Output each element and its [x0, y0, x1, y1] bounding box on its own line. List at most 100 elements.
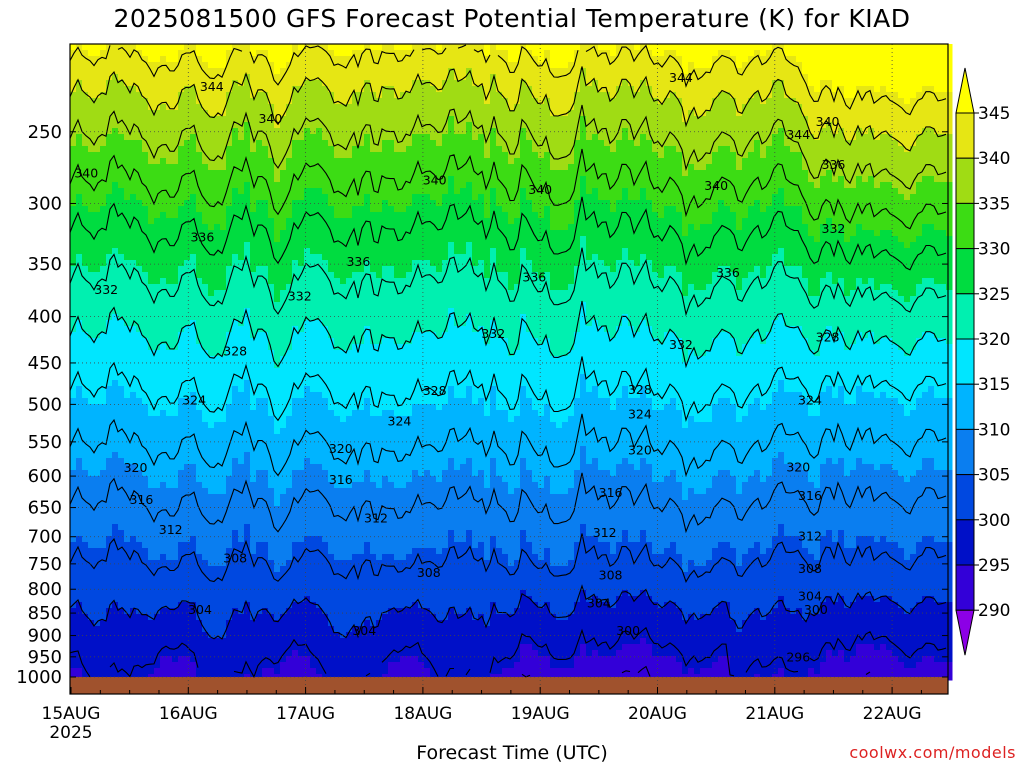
contour-label: 308	[798, 561, 822, 576]
ground-strip	[70, 677, 948, 694]
contour-label: 304	[587, 596, 611, 611]
contour-label: 328	[423, 383, 447, 398]
contour-label: 316	[798, 488, 822, 503]
x-tick-label: 21AUG	[745, 704, 804, 724]
y-axis: 2503003504004505005506006507007508008509…	[16, 122, 948, 688]
x-axis-label: Forecast Time (UTC)	[416, 742, 608, 764]
contour-label: 324	[388, 413, 412, 428]
colorbar-label: 340	[978, 149, 1010, 169]
colorbar-swatch	[955, 202, 975, 250]
contour-label: 308	[223, 551, 247, 566]
contour-label: 296	[786, 650, 810, 665]
credit-link[interactable]: coolwx.com/models	[849, 743, 1016, 762]
colorbar-swatch	[955, 519, 975, 566]
contour-label: 340	[528, 182, 552, 197]
x-tick-label: 19AUG	[511, 704, 570, 724]
contour-label: 344	[786, 127, 810, 142]
colorbar-label: 290	[978, 601, 1010, 621]
contour-lines	[69, 44, 947, 679]
contour-line	[69, 356, 947, 422]
colorbar-swatch	[955, 293, 975, 340]
chart-title: 2025081500 GFS Forecast Potential Temper…	[113, 4, 911, 33]
contour-label: 336	[822, 157, 846, 172]
contour-label: 320	[786, 459, 810, 474]
contour-label: 304	[798, 589, 822, 604]
contour-label: 344	[669, 70, 693, 85]
contour-label: 340	[423, 173, 447, 188]
plot-frame	[69, 43, 949, 695]
contour-line	[69, 626, 947, 679]
y-tick-label: 850	[28, 603, 62, 624]
colorbar-label: 345	[978, 104, 1010, 124]
colorbar-label: 330	[978, 240, 1010, 260]
contour-label: 312	[798, 529, 822, 544]
contour-label: 324	[798, 392, 822, 407]
potential-temperature-field	[70, 44, 953, 681]
y-tick-label: 1000	[16, 667, 62, 688]
colorbar-label: 295	[978, 556, 1010, 576]
contour-label: 320	[124, 460, 148, 475]
contour-label: 324	[182, 392, 206, 407]
x-tick-label: 15AUG	[42, 704, 101, 724]
contour-label: 312	[159, 522, 183, 537]
x-tick-label: 20AUG	[628, 704, 687, 724]
x-tick-label: 22AUG	[863, 704, 922, 724]
contour-line	[69, 196, 947, 271]
contour-label: 312	[593, 525, 617, 540]
contour-line	[69, 44, 947, 116]
contour-label: 304	[352, 623, 376, 638]
colorbar: 345 340 335 330 325 320 315 310 305 300 295 290	[955, 67, 1010, 656]
contour-label: 308	[599, 568, 623, 583]
colorbar-label: 305	[978, 466, 1010, 486]
colorbar-bottom-arrow	[955, 609, 975, 656]
contour-label: 308	[417, 565, 441, 580]
y-tick-label: 950	[28, 647, 62, 668]
colorbar-swatch	[955, 112, 975, 159]
colorbar-swatch	[955, 383, 975, 430]
colorbar-label: 315	[978, 375, 1010, 395]
x-year-label: 2025	[49, 723, 92, 743]
contour-label: 340	[816, 114, 840, 129]
contour-label: 332	[481, 326, 505, 341]
contour-label: 316	[329, 472, 353, 487]
y-tick-label: 400	[28, 307, 62, 328]
y-tick-label: 300	[28, 193, 62, 214]
contour-label: 344	[200, 79, 224, 94]
contour-line	[69, 533, 947, 584]
contour-label: 340	[258, 111, 282, 126]
colorbar-label: 320	[978, 330, 1010, 350]
colorbar-label: 335	[978, 194, 1010, 214]
contour-label: 332	[669, 337, 693, 352]
contour-label: 336	[716, 265, 740, 280]
contour-label: 328	[223, 343, 247, 358]
contour-label: 312	[364, 510, 388, 525]
colorbar-label: 310	[978, 420, 1010, 440]
colorbar-swatch	[955, 248, 975, 295]
contour-line	[69, 300, 947, 369]
gridlines	[70, 44, 948, 694]
contour-label: 320	[628, 442, 652, 457]
colorbar-swatch	[955, 474, 975, 521]
contour-line	[69, 148, 947, 230]
contour-label: 300	[804, 602, 828, 617]
x-tick-label: 16AUG	[159, 704, 218, 724]
contour-label: 316	[599, 485, 623, 500]
contour-label: 324	[628, 406, 652, 421]
contour-line	[69, 584, 947, 640]
contour-line	[69, 104, 947, 190]
colorbar-swatch	[955, 428, 975, 476]
colorbar-swatch	[955, 157, 975, 204]
y-tick-label: 700	[28, 527, 62, 548]
contour-label: 336	[190, 229, 214, 244]
y-tick-label: 650	[28, 498, 62, 519]
y-tick-label: 900	[28, 626, 62, 647]
y-tick-label: 350	[28, 254, 62, 275]
x-tick-label: 18AUG	[393, 704, 452, 724]
colorbar-swatch	[955, 338, 975, 385]
colorbar-label: 325	[978, 285, 1010, 305]
contour-label: 332	[288, 288, 312, 303]
colorbar-swatch	[955, 564, 975, 611]
contour-label: 336	[346, 254, 370, 269]
y-tick-label: 750	[28, 554, 62, 575]
